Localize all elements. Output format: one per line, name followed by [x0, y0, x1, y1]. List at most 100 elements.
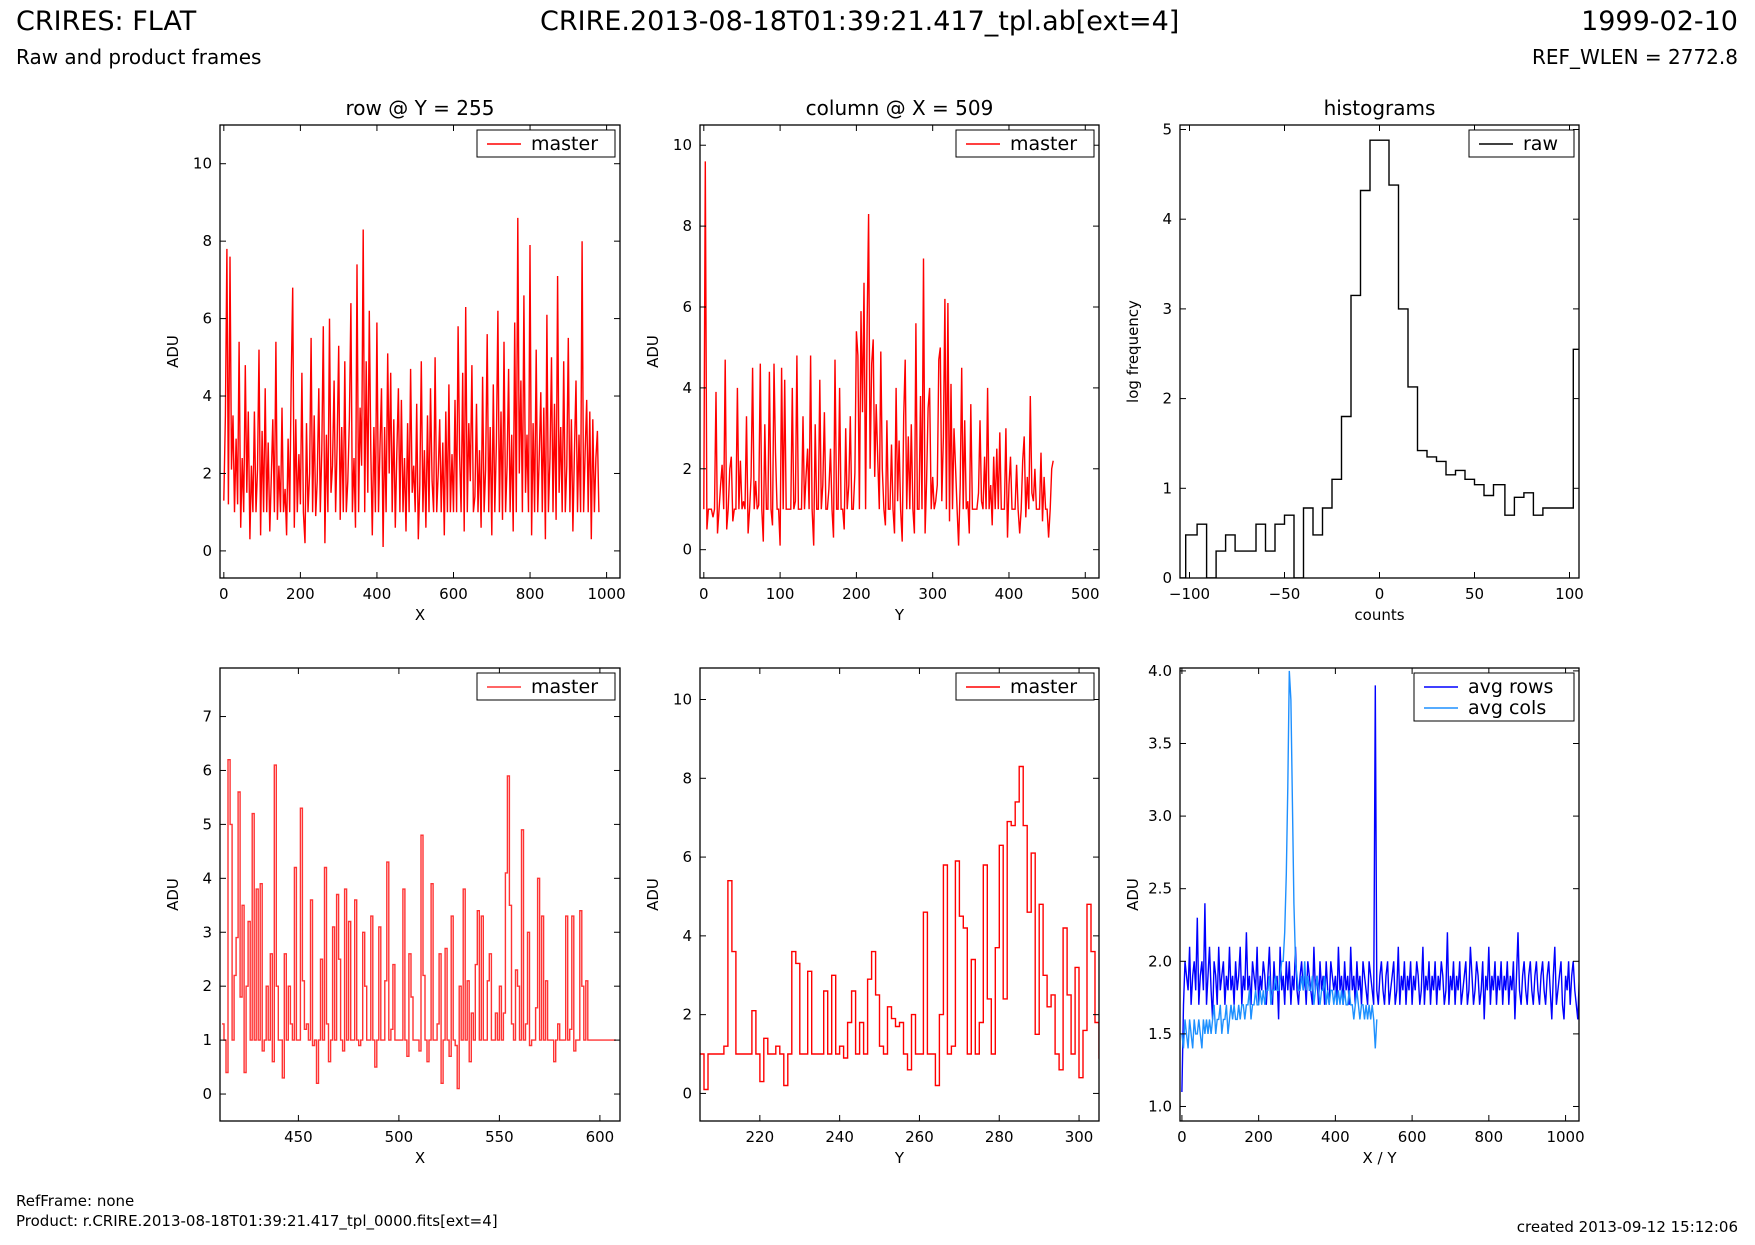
x-axis-label: X [415, 606, 425, 624]
y-tick-label: 8 [682, 217, 692, 235]
y-tick-label: 3.0 [1148, 807, 1172, 825]
y-tick-label: 2 [682, 1006, 692, 1024]
x-tick-label: 260 [905, 1128, 934, 1146]
x-tick-label: 1000 [588, 585, 626, 603]
y-tick-label: 6 [682, 298, 692, 316]
y-axis-label: ADU [644, 335, 662, 368]
y-tick-label: 2.0 [1148, 952, 1172, 970]
x-tick-label: 0 [1177, 1128, 1187, 1146]
chart-row: 0 200 400 600 800 1000 0 2 4 6 8 10 row @ Y = 255 X AD… [164, 96, 626, 624]
chart-title: row @ Y = 255 [346, 96, 495, 120]
x-tick-label: 1000 [1546, 1128, 1584, 1146]
plot-frame [699, 667, 1100, 1122]
x-tick-label: −50 [1269, 585, 1301, 603]
y-tick-label: 6 [682, 848, 692, 866]
y-tick-label: 2 [202, 464, 212, 482]
y-tick-label: 1 [202, 1031, 212, 1049]
legend-label: master [531, 676, 598, 698]
product-note: Product: r.CRIRE.2013-08-18T01:39:21.417… [16, 1212, 498, 1230]
y-axis-label: ADU [164, 878, 182, 911]
y-axis-label: ADU [644, 878, 662, 911]
legend: master [476, 672, 616, 701]
x-tick-label: 240 [825, 1128, 854, 1146]
plot-frame [699, 124, 1100, 579]
y-axis-label: ADU [164, 335, 182, 368]
chart-histogram: −100 −50 0 50 100 0 1 2 3 4 5 histograms counts log f… [1124, 96, 1584, 624]
y-tick-label: 1.5 [1148, 1025, 1172, 1043]
y-tick-label: 5 [1162, 120, 1172, 138]
x-tick-label: 550 [485, 1128, 514, 1146]
x-tick-label: 450 [284, 1128, 313, 1146]
x-tick-label: 300 [918, 585, 947, 603]
series-line-master [223, 217, 600, 548]
legend-label: master [531, 133, 598, 155]
series-line-master [703, 161, 1054, 546]
y-tick-label: 2.5 [1148, 880, 1172, 898]
legend-label: raw [1523, 133, 1558, 155]
legend-label: avg rows [1468, 676, 1553, 698]
y-tick-label: 8 [202, 232, 212, 250]
x-tick-label: 50 [1465, 585, 1484, 603]
x-axis-label: counts [1354, 606, 1404, 624]
y-tick-label: 0 [202, 542, 212, 560]
y-tick-label: 6 [202, 761, 212, 779]
x-tick-label: 220 [746, 1128, 775, 1146]
series-line-avg-rows [1181, 685, 1579, 1093]
legend: master [955, 129, 1095, 158]
x-axis-label: X / Y [1362, 1149, 1397, 1167]
y-tick-label: 1 [1162, 479, 1172, 497]
plot-frame [1179, 124, 1580, 579]
x-tick-label: 0 [219, 585, 229, 603]
x-tick-label: 400 [1321, 1128, 1350, 1146]
x-tick-label: 280 [985, 1128, 1014, 1146]
series-line-master [222, 759, 616, 1090]
x-tick-label: 600 [1398, 1128, 1427, 1146]
x-tick-label: 400 [363, 585, 392, 603]
x-axis-label: Y [894, 606, 905, 624]
y-tick-label: 10 [673, 136, 692, 154]
chart-column-zoom: 220 240 260 280 300 0 2 4 6 8 10 Y ADU master [644, 667, 1100, 1167]
y-tick-label: 0 [1162, 569, 1172, 587]
refframe-note: RefFrame: none [16, 1192, 135, 1210]
y-axis-label: log frequency [1124, 300, 1142, 403]
y-tick-label: 1.0 [1148, 1097, 1172, 1115]
x-tick-label: 500 [1071, 585, 1100, 603]
plot-frame [1179, 667, 1580, 1122]
plot-frame [219, 124, 621, 579]
x-tick-label: −100 [1169, 585, 1210, 603]
y-tick-label: 4 [202, 387, 212, 405]
y-tick-label: 4 [202, 869, 212, 887]
y-tick-label: 3 [1162, 300, 1172, 318]
y-tick-label: 10 [673, 691, 692, 709]
chart-row-zoom: 450 500 550 600 0 1 2 3 4 5 6 7 X ADU master [164, 667, 621, 1167]
y-tick-label: 6 [202, 310, 212, 328]
legend-label: master [1010, 133, 1077, 155]
x-tick-label: 800 [516, 585, 545, 603]
y-tick-label: 5 [202, 815, 212, 833]
x-tick-label: 0 [1375, 585, 1385, 603]
y-tick-label: 10 [193, 155, 212, 173]
y-tick-label: 0 [202, 1085, 212, 1103]
legend-label: avg cols [1468, 697, 1546, 719]
chart-column: 0 100 200 300 400 500 0 2 4 6 8 10 column @ X = 509 Y… [644, 96, 1100, 624]
chart-title: column @ X = 509 [806, 96, 994, 120]
x-tick-label: 400 [995, 585, 1024, 603]
x-tick-label: 200 [842, 585, 871, 603]
y-tick-label: 0 [682, 541, 692, 559]
x-axis-label: X [415, 1149, 425, 1167]
x-tick-label: 200 [1244, 1128, 1273, 1146]
y-tick-label: 2 [682, 460, 692, 478]
y-tick-label: 4 [1162, 210, 1172, 228]
legend: raw [1468, 129, 1575, 158]
y-tick-label: 2 [202, 977, 212, 995]
y-tick-label: 2 [1162, 390, 1172, 408]
y-tick-label: 4 [682, 927, 692, 945]
y-tick-label: 7 [202, 708, 212, 726]
legend-label: master [1010, 676, 1077, 698]
y-axis-label: ADU [1124, 878, 1142, 911]
frame-date: 1999-02-10 [1581, 6, 1738, 37]
page-title: CRIRES: FLAT [16, 6, 197, 37]
chart-title: histograms [1324, 96, 1436, 120]
